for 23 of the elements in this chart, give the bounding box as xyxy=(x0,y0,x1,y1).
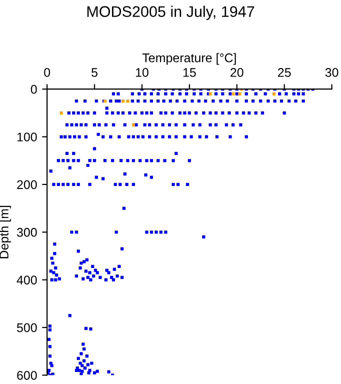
point xyxy=(232,92,235,96)
chart-title: MODS2005 in July, 1947 xyxy=(87,6,254,20)
y-tick-label: 600 xyxy=(17,370,37,380)
y-tick-label: 0 xyxy=(30,84,37,94)
point xyxy=(132,123,135,126)
x-tick-label: 0 xyxy=(44,68,50,77)
point xyxy=(238,92,242,96)
y-tick-label: 100 xyxy=(17,132,37,142)
x-tick-label: 25 xyxy=(278,68,291,77)
x-axis-title: Temperature [°C] xyxy=(142,53,236,65)
point xyxy=(60,111,63,114)
y-tick-label: 400 xyxy=(16,276,37,284)
x-tick-label: 10 xyxy=(136,68,148,77)
y-tick-label: 300 xyxy=(16,228,37,237)
y-tick-label: 200 xyxy=(17,180,37,190)
point xyxy=(126,99,130,103)
point xyxy=(121,99,125,103)
point xyxy=(272,92,276,96)
x-tick-label: 5 xyxy=(92,68,98,77)
x-tick-label: 30 xyxy=(325,68,338,77)
x-tick-label: 15 xyxy=(183,68,196,77)
y-tick-label: 500 xyxy=(16,323,37,332)
x-tick-label: 20 xyxy=(230,68,244,77)
